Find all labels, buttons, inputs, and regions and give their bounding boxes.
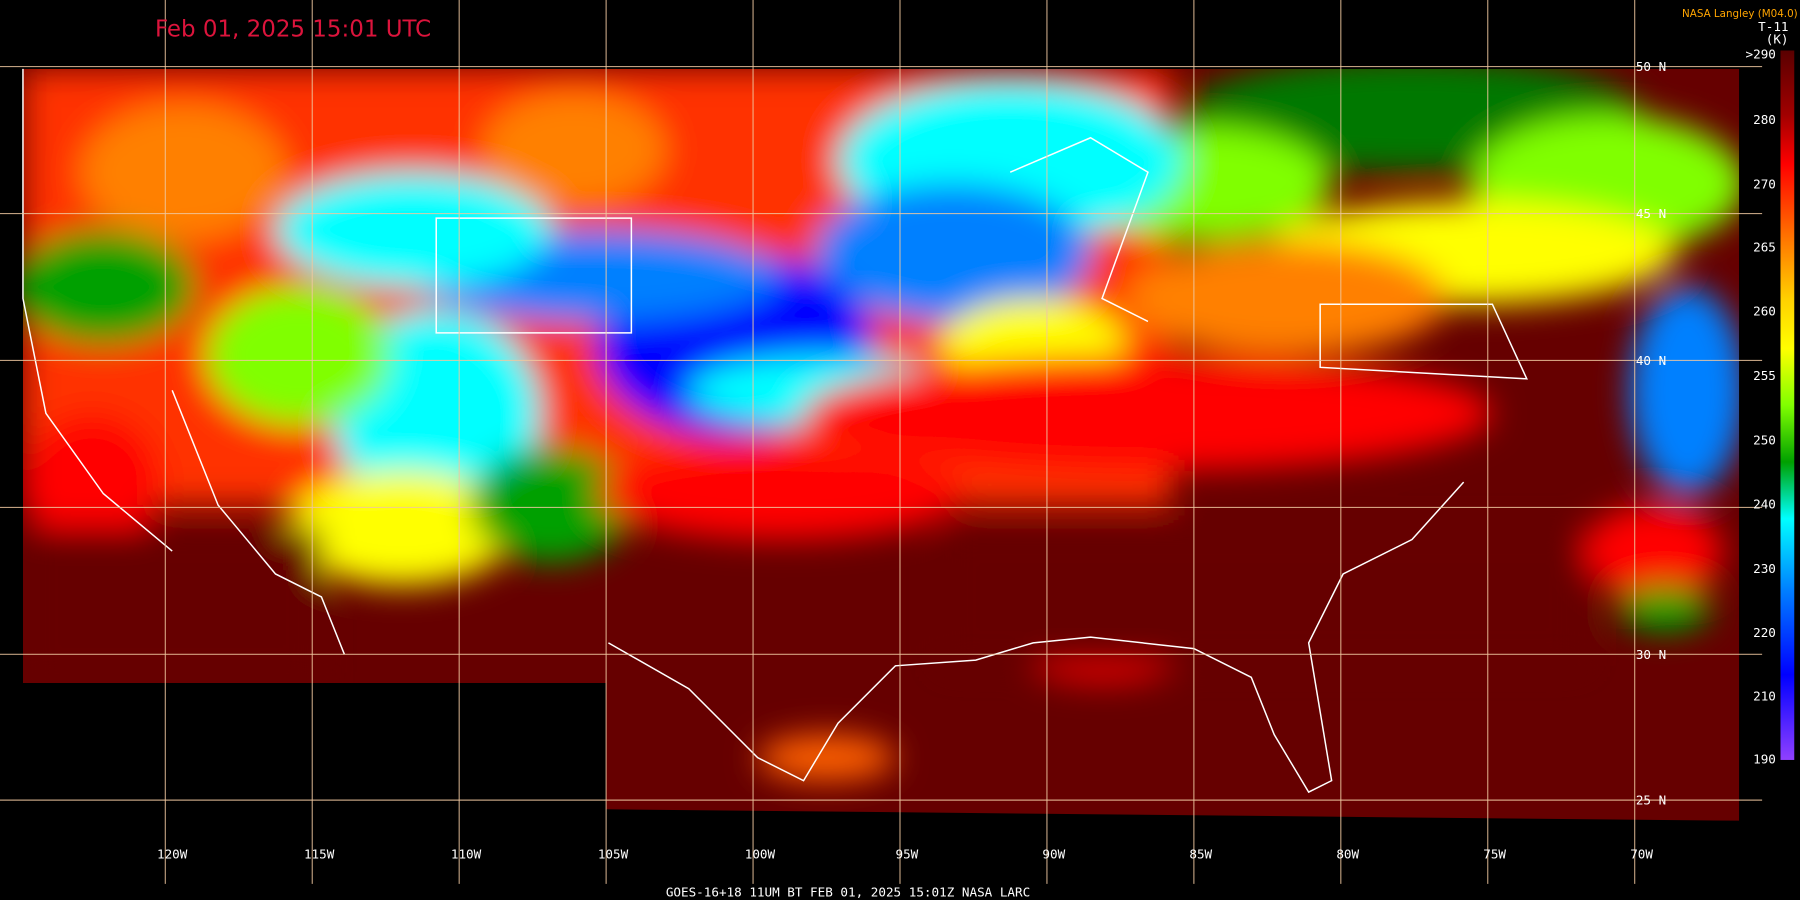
colorbar-label: 190 (1753, 751, 1776, 766)
colorbar-label: 260 (1753, 304, 1776, 319)
longitude-label: 70W (1630, 847, 1653, 862)
colorbar-label: 255 (1753, 368, 1776, 383)
colorbar-title: T-11 (1758, 19, 1788, 34)
colorbar-label: 240 (1753, 497, 1776, 512)
latitude-label: 25 N (1636, 793, 1666, 808)
longitude-label: 100W (745, 847, 776, 862)
footer: GOES-16+18 11UM BT FEB 01, 2025 15:01Z N… (666, 885, 1030, 900)
colorbar-label: 265 (1753, 239, 1776, 254)
latitude-label: 40 N (1636, 353, 1666, 368)
latitude-label: 30 N (1636, 647, 1666, 662)
timestamp-title: Feb 01, 2025 15:01 UTC (155, 17, 431, 43)
longitude-label: 115W (304, 847, 335, 862)
colorbar (1780, 50, 1795, 760)
colorbar-label: 210 (1753, 688, 1776, 703)
colorbar-label: 270 (1753, 176, 1776, 191)
longitude-label: 105W (598, 847, 629, 862)
colorbar-label: 280 (1753, 112, 1776, 127)
longitude-label: 95W (895, 847, 918, 862)
colorbar-unit: (K) (1766, 32, 1789, 47)
provider: NASA Langley (M04.0) (1682, 8, 1798, 20)
longitude-label: 80W (1336, 847, 1359, 862)
longitude-label: 90W (1042, 847, 1065, 862)
colorbar-label: >290 (1746, 47, 1776, 62)
graticule (0, 0, 1763, 884)
longitude-label: 110W (451, 847, 482, 862)
longitude-label: 85W (1189, 847, 1212, 862)
longitude-label: 120W (157, 847, 188, 862)
colorbar-label: 220 (1753, 625, 1776, 640)
colorbar-label: 230 (1753, 561, 1776, 576)
latitude-label: 45 N (1636, 206, 1666, 221)
colorbar-label: 250 (1753, 432, 1776, 447)
longitude-label: 75W (1483, 847, 1506, 862)
latitude-label: 50 N (1636, 59, 1666, 74)
